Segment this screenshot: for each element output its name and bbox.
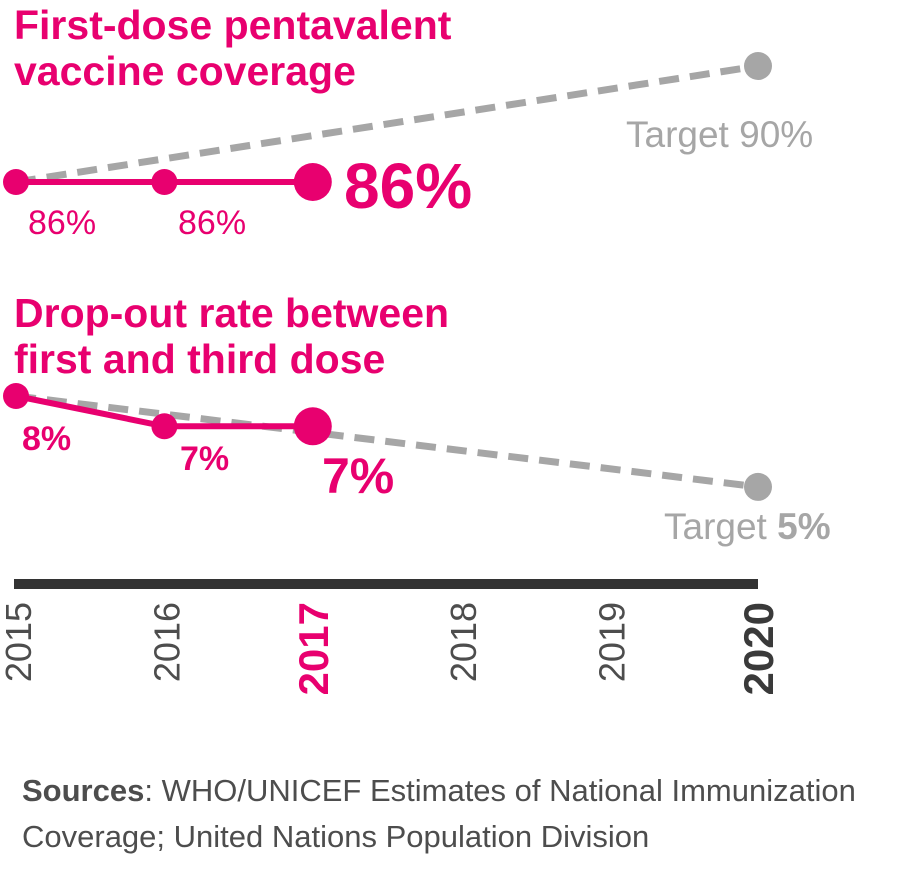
target-value: 5%	[777, 506, 830, 547]
target-label: Target 5%	[664, 506, 831, 547]
data-point-2017	[293, 163, 332, 201]
tick-label-2015: 2015	[0, 602, 39, 682]
target-label-word: Target	[626, 114, 739, 155]
target-label-word: Target	[664, 506, 777, 547]
sources-text: WHO/UNICEF Estimates of National Immuniz…	[22, 773, 856, 854]
tick-label-2018: 2018	[443, 602, 484, 682]
target-point	[744, 472, 772, 501]
coverage-chart: Target 90% 86% 86% 86%	[3, 52, 813, 242]
tick-label-2019: 2019	[592, 602, 633, 682]
data-label-2016: 7%	[180, 440, 229, 478]
data-label-2017: 7%	[322, 448, 394, 504]
target-trend-line	[15, 62, 759, 186]
sources-label: Sources	[22, 773, 145, 808]
sources-note: Sources: WHO/UNICEF Estimates of Nationa…	[22, 768, 892, 860]
data-point-2015	[3, 169, 29, 195]
dropout-chart: Target 5% 8% 7% 7%	[3, 383, 831, 547]
data-label-2016: 86%	[178, 204, 246, 242]
coverage-title: First-dose pentavalent vaccine coverage	[14, 2, 452, 94]
target-value: 90%	[739, 114, 813, 155]
axis-baseline	[14, 579, 758, 589]
target-trend-line	[15, 392, 759, 491]
data-point-2016	[151, 169, 178, 195]
data-label-2015: 86%	[28, 204, 96, 242]
year-axis: 2015 2016 2017 2018 2019 2020	[0, 579, 782, 695]
data-label-2015: 8%	[22, 420, 71, 458]
data-point-2016	[151, 413, 178, 440]
dropout-title: Drop-out rate between first and third do…	[14, 290, 450, 382]
target-label: Target 90%	[626, 114, 813, 155]
data-label-2017: 86%	[344, 150, 472, 222]
tick-label-2020: 2020	[735, 602, 782, 695]
data-point-2017	[293, 407, 332, 446]
sources-separator: :	[144, 773, 162, 808]
tick-label-2017: 2017	[290, 602, 337, 695]
data-point-2015	[3, 383, 29, 409]
target-point	[744, 52, 772, 80]
tick-label-2016: 2016	[146, 602, 187, 682]
